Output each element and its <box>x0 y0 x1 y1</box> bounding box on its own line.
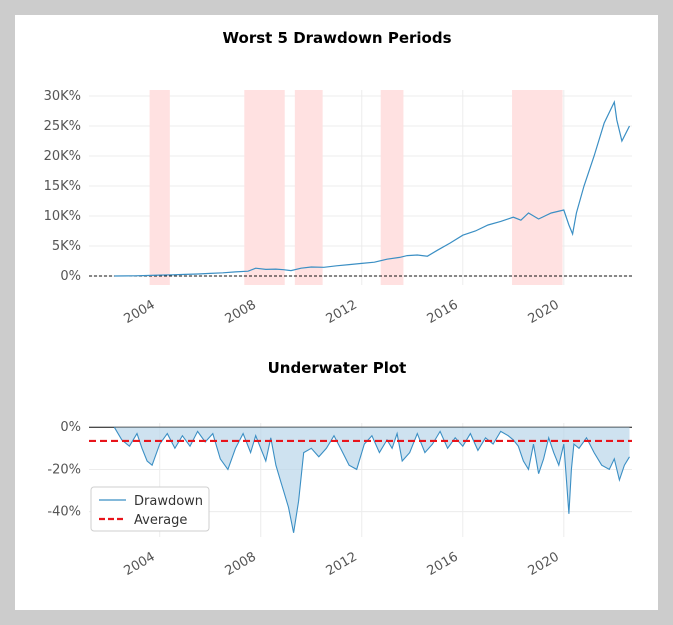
y-tick-label: 30K% <box>44 89 81 104</box>
y-tick-label: 0% <box>60 269 81 284</box>
y-tick-label: 10K% <box>44 209 81 224</box>
drawdown-area <box>114 427 630 533</box>
x-tick-label: 2008 <box>223 549 259 579</box>
x-tick-label: 2020 <box>526 297 562 327</box>
cumulative-return-line <box>114 99 631 277</box>
x-tick-label: 2012 <box>324 549 360 579</box>
drawdown-period-shade <box>512 90 563 285</box>
drawdown-periods-y-ticks: 0% 5K% 10K% 15K% 20K% 25K% 30K% <box>44 89 81 284</box>
drawdown-period-shade <box>294 90 323 285</box>
figure-card: Worst 5 Drawdown Periods 0% 5K% 10K% 15K% 20… <box>15 15 658 610</box>
x-tick-label: 2020 <box>526 549 562 579</box>
drawdown-periods-x-ticks: 2004 2008 2012 2016 2020 <box>122 297 562 327</box>
drawdown-periods-grid <box>89 90 632 285</box>
x-tick-label: 2016 <box>425 549 461 579</box>
y-tick-label: 15K% <box>44 179 81 194</box>
y-tick-label: -20% <box>47 462 81 477</box>
y-tick-label: 20K% <box>44 149 81 164</box>
y-tick-label: 0% <box>60 420 81 435</box>
x-tick-label: 2016 <box>425 297 461 327</box>
x-tick-label: 2004 <box>122 549 158 579</box>
drawdown-periods-title: Worst 5 Drawdown Periods <box>223 29 452 47</box>
underwater-chart: Underwater Plot 0%-20%-40% 2004 2008 2012 2… <box>47 359 632 579</box>
x-tick-label: 2004 <box>122 297 158 327</box>
x-tick-label: 2008 <box>223 297 259 327</box>
x-tick-label: 2012 <box>324 297 360 327</box>
drawdown-period-shade <box>380 90 404 285</box>
underwater-x-ticks: 2004 2008 2012 2016 2020 <box>122 549 562 579</box>
underwater-y-ticks: 0% -20% -40% <box>47 420 81 519</box>
drawdown-periods-chart: Worst 5 Drawdown Periods 0% 5K% 10K% 15K% 20… <box>44 29 632 327</box>
drawdown-periods-shaded-regions <box>149 90 563 285</box>
figure-canvas: Worst 5 Drawdown Periods 0% 5K% 10K% 15K% 20… <box>44 29 632 579</box>
legend-average-label: Average <box>134 513 187 528</box>
underwater-title: Underwater Plot <box>268 359 407 377</box>
drawdown-period-shade <box>149 90 170 285</box>
drawdown-period-shade <box>244 90 285 285</box>
y-tick-label: 25K% <box>44 119 81 134</box>
y-tick-label: 5K% <box>52 239 81 254</box>
underwater-legend: Drawdown Average <box>90 486 210 532</box>
drawdown-periods-series <box>114 99 631 277</box>
y-tick-label: -40% <box>47 505 81 520</box>
legend-drawdown-label: Drawdown <box>134 494 203 509</box>
